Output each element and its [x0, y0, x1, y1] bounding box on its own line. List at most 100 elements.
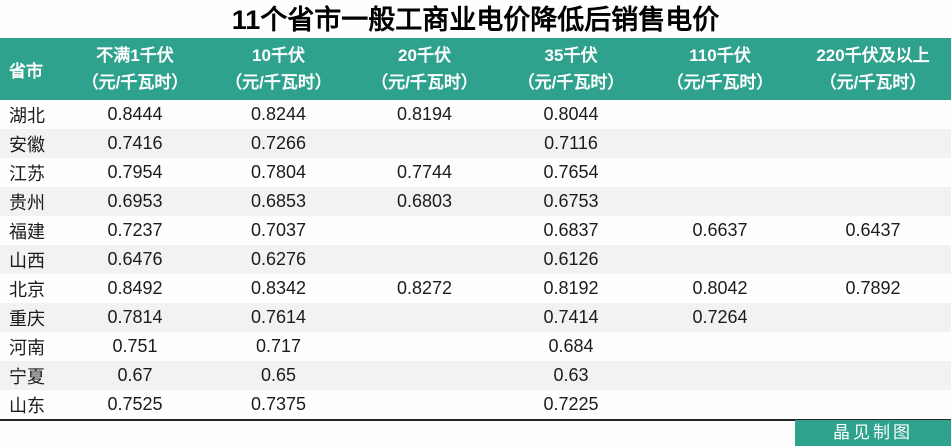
table-row: 福建 0.7237 0.7037 0.6837 0.6637 0.6437: [0, 216, 951, 245]
table-row: 宁夏 0.67 0.65 0.63: [0, 361, 951, 390]
price-cell: [645, 390, 795, 420]
price-cell: 0.684: [548, 336, 594, 356]
price-cell: 0.7892: [845, 278, 901, 298]
price-cell: 0.8042: [692, 278, 748, 298]
price-cell: [352, 245, 497, 274]
price-cell: 0.717: [255, 336, 302, 356]
price-cell: 0.8194: [396, 104, 453, 124]
column-header-5: 110千伏 （元/千瓦时）: [645, 38, 795, 100]
header-row: 省市 不满1千伏 （元/千瓦时） 10千伏 （元/千瓦时） 20千伏 （元/千瓦时） 35千伏…: [0, 38, 951, 100]
price-table: 省市 不满1千伏 （元/千瓦时） 10千伏 （元/千瓦时） 20千伏 （元/千瓦时） 35千伏…: [0, 38, 951, 421]
province-cell: 河南: [9, 337, 45, 358]
province-cell: 江苏: [9, 163, 45, 184]
province-cell: 重庆: [0, 303, 65, 332]
price-cell: 0.7744: [396, 162, 453, 182]
price-cell: [352, 129, 497, 158]
province-cell: 北京: [9, 279, 45, 300]
price-cell: 0.8444: [107, 104, 163, 124]
price-cell: [795, 303, 951, 332]
price-cell: 0.7614: [205, 303, 352, 332]
price-cell: 0.7804: [250, 162, 307, 182]
province-cell: 山西: [0, 245, 65, 274]
price-cell: 0.6837: [543, 220, 599, 240]
price-cell: [645, 129, 795, 158]
price-cell: 0.7416: [65, 129, 205, 158]
price-cell: 0.6126: [497, 245, 645, 274]
price-cell: 0.8272: [396, 278, 453, 298]
price-cell: 0.7814: [65, 303, 205, 332]
price-cell: 0.7654: [543, 162, 599, 182]
price-cell: [645, 245, 795, 274]
price-cell: [795, 390, 951, 420]
price-cell: 0.7375: [250, 394, 307, 414]
price-cell: 0.65: [205, 361, 352, 390]
column-unit: （元/千瓦时）: [517, 73, 625, 92]
province-cell: 湖北: [9, 105, 45, 126]
price-cell: 0.7954: [107, 162, 163, 182]
price-cell: [645, 100, 795, 129]
price-cell: [645, 158, 795, 187]
price-cell: 0.6637: [692, 220, 748, 240]
credit-badge: 晶见制图: [795, 420, 951, 446]
price-cell: 0.8492: [107, 278, 163, 298]
price-cell: [645, 361, 795, 390]
price-cell: [645, 187, 795, 216]
price-cell: 0.6476: [65, 245, 205, 274]
column-label: 35千伏: [544, 45, 598, 65]
column-label: 220千伏及以上: [816, 45, 930, 65]
column-unit: （元/千瓦时）: [371, 73, 478, 92]
column-label: 20千伏: [398, 45, 451, 65]
table-row: 河南 0.751 0.717 0.684: [0, 332, 951, 361]
price-cell: [795, 245, 951, 274]
price-cell: [795, 332, 951, 361]
price-cell: [352, 216, 497, 245]
table-row: 贵州 0.6953 0.6853 0.6803 0.6753: [0, 187, 951, 216]
price-cell: 0.8192: [543, 278, 599, 298]
page-title: 11个省市一般工商业电价降低后销售电价: [231, 5, 720, 35]
table-row: 江苏 0.7954 0.7804 0.7744 0.7654: [0, 158, 951, 187]
column-header-1: 不满1千伏 （元/千瓦时）: [65, 38, 205, 100]
price-cell: 0.7116: [497, 129, 645, 158]
price-cell: 0.6953: [65, 187, 205, 216]
price-cell: 0.751: [112, 336, 158, 356]
table-header: 省市 不满1千伏 （元/千瓦时） 10千伏 （元/千瓦时） 20千伏 （元/千瓦时） 35千伏…: [0, 38, 951, 100]
price-cell: 0.6753: [497, 187, 645, 216]
column-header-2: 10千伏 （元/千瓦时）: [205, 38, 352, 100]
price-cell: [352, 390, 497, 420]
price-cell: 0.8244: [250, 104, 307, 124]
price-cell: [795, 129, 951, 158]
price-cell: 0.7237: [107, 220, 163, 240]
price-cell: 0.6276: [205, 245, 352, 274]
column-header-6: 220千伏及以上 （元/千瓦时）: [795, 38, 951, 100]
price-cell: [352, 361, 497, 390]
price-cell: 0.8342: [250, 278, 307, 298]
table-row: 安徽 0.7416 0.7266 0.7116: [0, 129, 951, 158]
price-cell: [795, 361, 951, 390]
column-header-3: 20千伏 （元/千瓦时）: [352, 38, 497, 100]
price-cell: [795, 158, 951, 187]
table-row: 重庆 0.7814 0.7614 0.7414 0.7264: [0, 303, 951, 332]
province-cell: 福建: [9, 221, 45, 242]
price-cell: 0.7414: [497, 303, 645, 332]
price-cell: 0.7525: [107, 394, 163, 414]
column-label: 10千伏: [252, 45, 305, 65]
price-cell: 0.6853: [205, 187, 352, 216]
price-cell: 0.67: [65, 361, 205, 390]
price-cell: [795, 100, 951, 129]
table-row: 山东 0.7525 0.7375 0.7225: [0, 390, 951, 420]
price-cell: 0.6437: [845, 220, 901, 240]
province-cell: 安徽: [0, 129, 65, 158]
price-cell: [352, 332, 497, 361]
price-cell: 0.7266: [205, 129, 352, 158]
column-unit: （元/千瓦时）: [225, 73, 332, 92]
column-unit: （元/千瓦时）: [819, 73, 927, 92]
province-cell: 山东: [9, 395, 45, 416]
table-row: 北京 0.8492 0.8342 0.8272 0.8192 0.8042 0.7892: [0, 274, 951, 303]
column-header-4: 35千伏 （元/千瓦时）: [497, 38, 645, 100]
table-row: 山西 0.6476 0.6276 0.6126: [0, 245, 951, 274]
table-body: 湖北 0.8444 0.8244 0.8194 0.8044 安徽 0.7416 0.7266…: [0, 100, 951, 420]
price-cell: 0.6803: [352, 187, 497, 216]
price-cell: [645, 332, 795, 361]
column-unit: （元/千瓦时）: [81, 73, 189, 92]
